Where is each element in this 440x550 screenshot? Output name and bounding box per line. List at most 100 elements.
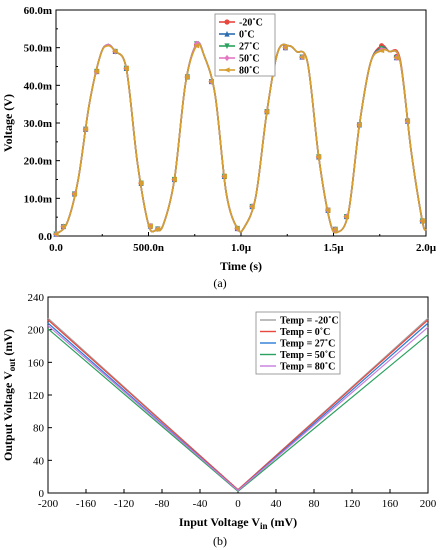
legend-marker-50-c: [224, 54, 230, 62]
data-point-80-c: [71, 191, 78, 197]
y-axis-ticks-a: 0.0 10.0m 20.0m 30.0m 40.0m 50.0m 60.0m: [24, 5, 60, 243]
x-axis-title-subscript: in: [260, 521, 268, 531]
data-point-80-c: [324, 207, 331, 213]
legend-label-27-c: 27˚C: [239, 42, 260, 53]
y-tick-label-a: 60.0m: [24, 5, 52, 17]
x-tick-label-b: 120: [344, 498, 361, 510]
y-tick-label-a: 20.0m: [24, 156, 52, 168]
data-point-80-c: [60, 223, 66, 230]
x-tick-label-a: 500.0n: [133, 242, 164, 254]
series-line-80-c: [55, 43, 427, 235]
data-point-80-c: [112, 48, 118, 55]
y-tick-label-a: 0.0: [38, 231, 52, 243]
legend-label-80-c: 80˚C: [239, 66, 260, 77]
x-axis-ticks-b: -200 -160 -120 -80 -40 0 40 80 120 160 200: [38, 489, 437, 510]
data-point-80-c: [356, 122, 362, 128]
legend-marker-80-c: [223, 67, 230, 73]
y-tick-label-b: 240: [28, 292, 45, 304]
data-point-80-c: [123, 65, 129, 71]
legend-label-50-c: 50˚C: [239, 54, 260, 65]
legend-label-temp-50-c: Temp = 50˚C: [280, 350, 335, 361]
x-tick-label-b: -120: [114, 498, 135, 510]
data-point-80-c: [393, 55, 399, 61]
series-line-temp-50-c: [47, 328, 429, 493]
data-point-80-c: [263, 109, 270, 115]
y-axis-title-a: Voltage (V): [1, 94, 15, 152]
data-point-80-c: [82, 126, 89, 132]
x-tick-label-a: 1.5µ: [323, 242, 344, 254]
data-point-80-c: [221, 173, 227, 179]
data-point-80-c: [171, 176, 177, 183]
y-tick-label-a: 10.0m: [24, 193, 52, 205]
y-axis-title-text: Output Voltage V: [1, 371, 15, 461]
x-tick-label-b: -80: [155, 498, 170, 510]
data-point-80-c: [343, 213, 350, 220]
x-tick-label-b: -160: [76, 498, 97, 510]
legend-label-temp-20-c: Temp = -20˚C: [280, 316, 339, 327]
legend-label-temp-0-c: Temp = 0˚C: [280, 327, 330, 338]
x-tick-label-b: 160: [382, 498, 399, 510]
data-point-80-c: [154, 226, 161, 232]
x-tick-label-b: 40: [271, 498, 283, 510]
data-point-80-c: [419, 218, 425, 224]
legend-marker-27-c: [224, 43, 230, 50]
legend-marker-20-c: [224, 19, 230, 25]
series-line-temp-20-c: [47, 317, 429, 491]
series-line-temp-80-c: [47, 325, 429, 492]
chart-b: -200 -160 -120 -80 -40 0 40 80 120 160 200 0 40 80 12…: [1, 292, 437, 548]
legend-marker-0-c: [224, 30, 230, 37]
y-tick-label-b: 40: [33, 455, 45, 467]
x-tick-label-b: 80: [309, 498, 321, 510]
series-lines-a: [52, 40, 427, 238]
series-line-temp-27-c: [47, 322, 429, 492]
data-point-80-c: [378, 48, 385, 54]
legend-box-a: [214, 13, 276, 77]
data-point-80-c: [332, 226, 338, 233]
series-lines-b: [47, 317, 429, 493]
x-tick-label-a: 1.0µ: [231, 242, 252, 254]
x-tick-label-a: 2.0µ: [416, 242, 437, 254]
legend-label-temp-80-c: Temp = 80˚C: [280, 362, 335, 373]
x-axis-title-b: Input Voltage Vin (mV): [179, 515, 297, 531]
x-tick-label-b: 0: [235, 498, 241, 510]
data-point-80-c: [208, 78, 214, 85]
legend-label-0-c: 0˚C: [239, 30, 255, 41]
y-tick-label-b: 0: [39, 488, 45, 500]
legend-a: -20˚C0˚C27˚C50˚C80˚C: [214, 13, 276, 77]
x-axis-title-text: Input Voltage V: [179, 515, 260, 529]
x-tick-label-b: -40: [193, 498, 208, 510]
y-tick-label-b: 80: [33, 423, 45, 435]
x-tick-label-a: 0.0: [49, 242, 63, 254]
y-axis-title-unit: (mV): [1, 329, 15, 359]
data-point-80-c: [315, 154, 322, 160]
data-point-80-c: [234, 225, 240, 232]
plot-area-b: [47, 296, 429, 494]
y-tick-label-a: 30.0m: [24, 118, 52, 130]
y-tick-label-b: 200: [28, 325, 45, 337]
y-tick-label-b: 120: [28, 390, 45, 402]
series-line-temp-0-c: [47, 319, 429, 491]
caption-b: (b): [213, 534, 227, 548]
x-axis-ticks-a: 0.0 500.0n 1.0µ 1.5µ 2.0µ: [49, 232, 437, 254]
data-point-80-c: [193, 43, 200, 49]
data-point-80-c: [404, 118, 411, 124]
legend-label-temp-27-c: Temp = 27˚C: [280, 339, 335, 350]
data-point-80-c: [282, 45, 288, 51]
data-point-80-c: [298, 54, 305, 60]
x-axis-title-unit: (mV): [268, 515, 298, 529]
data-point-80-c: [249, 203, 255, 210]
data-point-80-c: [93, 68, 100, 75]
chart-a: 0.0 500.0n 1.0µ 1.5µ 2.0µ 0.0 10.0m 20.0m 30.0m…: [1, 5, 437, 290]
data-point-80-c: [52, 231, 59, 237]
caption-a: (a): [213, 276, 226, 290]
y-tick-label-a: 50.0m: [24, 43, 52, 55]
x-axis-title-a: Time (s): [220, 259, 262, 273]
legend-label-20-c: -20˚C: [239, 18, 263, 29]
y-tick-label-b: 160: [28, 357, 45, 369]
data-point-80-c: [138, 180, 144, 186]
y-axis-title-b: Output Voltage Vout (mV): [1, 329, 17, 461]
y-axis-ticks-b: 0 40 80 120 160 200 240: [28, 292, 52, 500]
data-point-80-c: [184, 74, 190, 80]
